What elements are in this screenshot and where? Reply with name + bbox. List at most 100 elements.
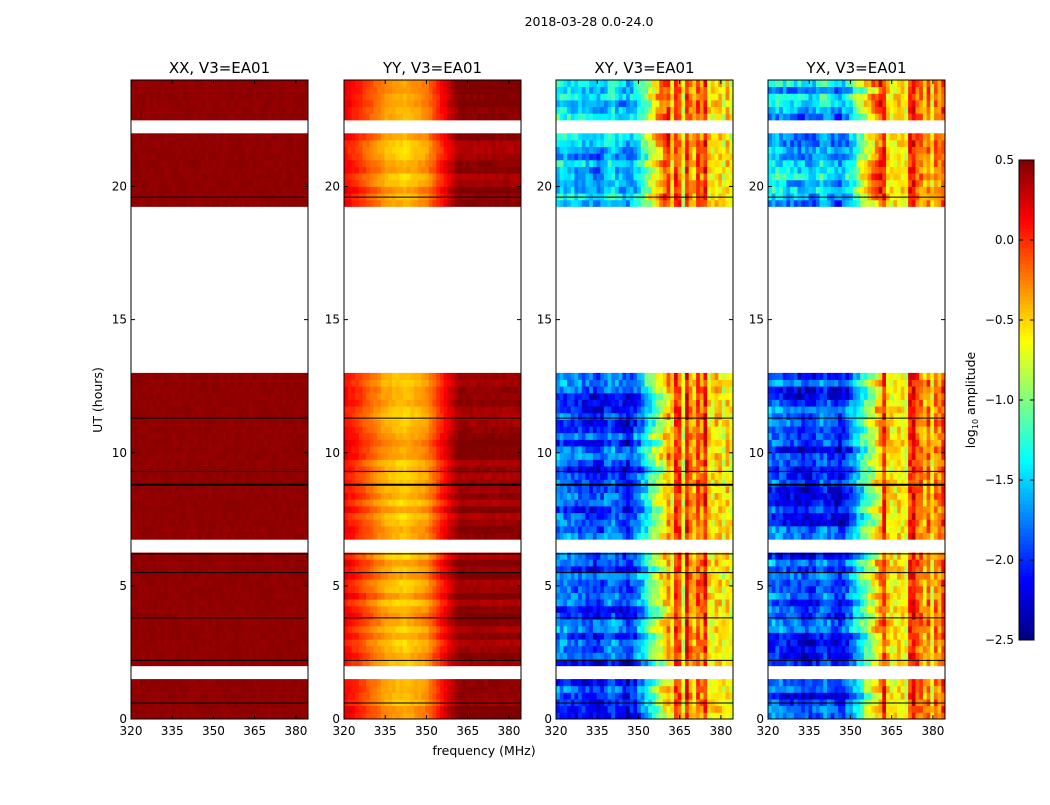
heatmap-cell (212, 619, 216, 626)
heatmap-cell (253, 446, 257, 453)
heatmap-cell (179, 153, 183, 160)
heatmap-cell (366, 593, 370, 600)
heatmap-cell (208, 613, 212, 620)
heatmap-cell (484, 692, 488, 699)
heatmap-cell (510, 473, 514, 480)
heatmap-cell (418, 706, 422, 713)
heatmap-cell (256, 406, 260, 413)
heatmap-cell (267, 506, 271, 513)
heatmap-cell (451, 626, 455, 633)
heatmap-cell (146, 113, 150, 120)
heatmap-cell (366, 439, 370, 446)
heatmap-cell (447, 586, 451, 593)
heatmap-cell (186, 686, 190, 693)
heatmap-cell (480, 566, 484, 573)
heatmap-cell (135, 686, 139, 693)
heatmap-cell (212, 153, 216, 160)
heatmap-cell (440, 593, 444, 600)
heatmap-cell (131, 639, 135, 646)
heatmap-cell (477, 533, 481, 540)
heatmap-cell (444, 573, 448, 580)
heatmap-cell (297, 586, 301, 593)
heatmap-cell (249, 606, 253, 613)
heatmap-cell (414, 439, 418, 446)
heatmap-cell (234, 493, 238, 500)
heatmap-cell (421, 573, 425, 580)
heatmap-cell (484, 593, 488, 600)
heatmap-cell (157, 466, 161, 473)
heatmap-cell (157, 140, 161, 147)
heatmap-cell (175, 586, 179, 593)
heatmap-cell (275, 606, 279, 613)
heatmap-cell (421, 499, 425, 506)
heatmap-cell (388, 486, 392, 493)
heatmap-cell (366, 566, 370, 573)
heatmap-cell (208, 639, 212, 646)
heatmap-cell (197, 140, 201, 147)
heatmap-cell (473, 633, 477, 640)
heatmap-cell (455, 526, 459, 533)
heatmap-cell (374, 639, 378, 646)
heatmap-cell (388, 453, 392, 460)
heatmap-cell (469, 599, 473, 606)
heatmap-cell (488, 652, 492, 659)
heatmap-cell (223, 593, 227, 600)
heatmap-cell (275, 599, 279, 606)
heatmap-cell (455, 619, 459, 626)
heatmap-cell (208, 606, 212, 613)
heatmap-cell (205, 140, 209, 147)
heatmap-cell (451, 453, 455, 460)
heatmap-cell (149, 107, 153, 114)
heatmap-cell (175, 599, 179, 606)
heatmap-cell (267, 453, 271, 460)
heatmap-cell (249, 533, 253, 540)
heatmap-cell (271, 420, 275, 427)
heatmap-cell (138, 187, 142, 194)
heatmap-cell (227, 153, 231, 160)
heatmap-cell (440, 486, 444, 493)
heatmap-cell (473, 652, 477, 659)
heatmap-cell (355, 712, 359, 719)
heatmap-cell (168, 420, 172, 427)
heatmap-cell (381, 706, 385, 713)
heatmap-cell (223, 619, 227, 626)
heatmap-cell (208, 466, 212, 473)
heatmap-cell (175, 433, 179, 440)
heatmap-cell (514, 646, 518, 653)
heatmap-cell (168, 486, 172, 493)
heatmap-cell (279, 679, 283, 686)
heatmap-cell (510, 506, 514, 513)
heatmap-cell (201, 633, 205, 640)
heatmap-cell (451, 459, 455, 466)
heatmap-cell (153, 499, 157, 506)
heatmap-cell (183, 499, 187, 506)
heatmap-cell (161, 459, 165, 466)
heatmap-cell (462, 506, 466, 513)
heatmap-cell (286, 433, 290, 440)
heatmap-cell (282, 140, 286, 147)
heatmap-cell (135, 200, 139, 207)
heatmap-cell (260, 593, 264, 600)
heatmap-cell (242, 420, 246, 427)
heatmap-cell (131, 386, 135, 393)
heatmap-cell (286, 446, 290, 453)
heatmap-cell (488, 686, 492, 693)
heatmap-cell (366, 533, 370, 540)
heatmap-cell (197, 160, 201, 167)
heatmap-cell (510, 712, 514, 719)
heatmap-cell (418, 566, 422, 573)
heatmap-cell (362, 513, 366, 520)
heatmap-cell (146, 393, 150, 400)
heatmap-cell (370, 526, 374, 533)
heatmap-cell (220, 167, 224, 174)
heatmap-cell (157, 147, 161, 154)
heatmap-cell (381, 646, 385, 653)
heatmap-cell (146, 686, 150, 693)
heatmap-cell (172, 446, 176, 453)
heatmap-cell (469, 586, 473, 593)
heatmap-cell (245, 187, 249, 194)
heatmap-cell (279, 93, 283, 100)
heatmap-cell (245, 140, 249, 147)
heatmap-cell (388, 493, 392, 500)
